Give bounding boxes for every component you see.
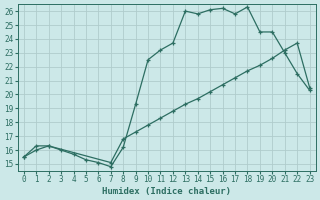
X-axis label: Humidex (Indice chaleur): Humidex (Indice chaleur) <box>102 187 231 196</box>
